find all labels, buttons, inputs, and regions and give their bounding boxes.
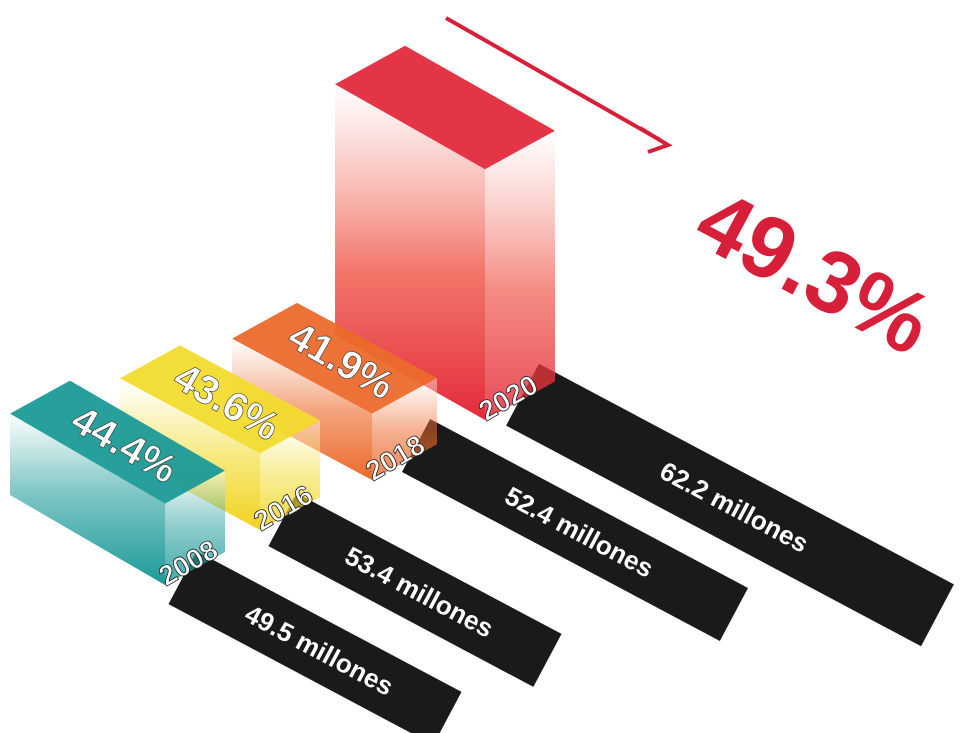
population-plate <box>168 551 462 733</box>
population-plate <box>268 493 562 687</box>
trend-arrow <box>445 16 673 154</box>
highlight-percent-label: 49.3% <box>681 169 948 374</box>
bar-top-face <box>10 380 225 504</box>
bar-side-face <box>165 470 225 585</box>
bar-side-face <box>485 130 555 420</box>
bar-front-face <box>10 413 165 585</box>
bar-top-face <box>120 345 320 454</box>
bar-front-face <box>232 338 372 480</box>
bar-top-face <box>335 45 555 170</box>
bar-front-face <box>335 84 485 420</box>
bar-side-face <box>372 377 437 480</box>
bar-top-face <box>232 302 437 414</box>
bar-side-face <box>260 420 320 530</box>
population-plate <box>506 363 954 647</box>
population-plate <box>401 419 749 641</box>
